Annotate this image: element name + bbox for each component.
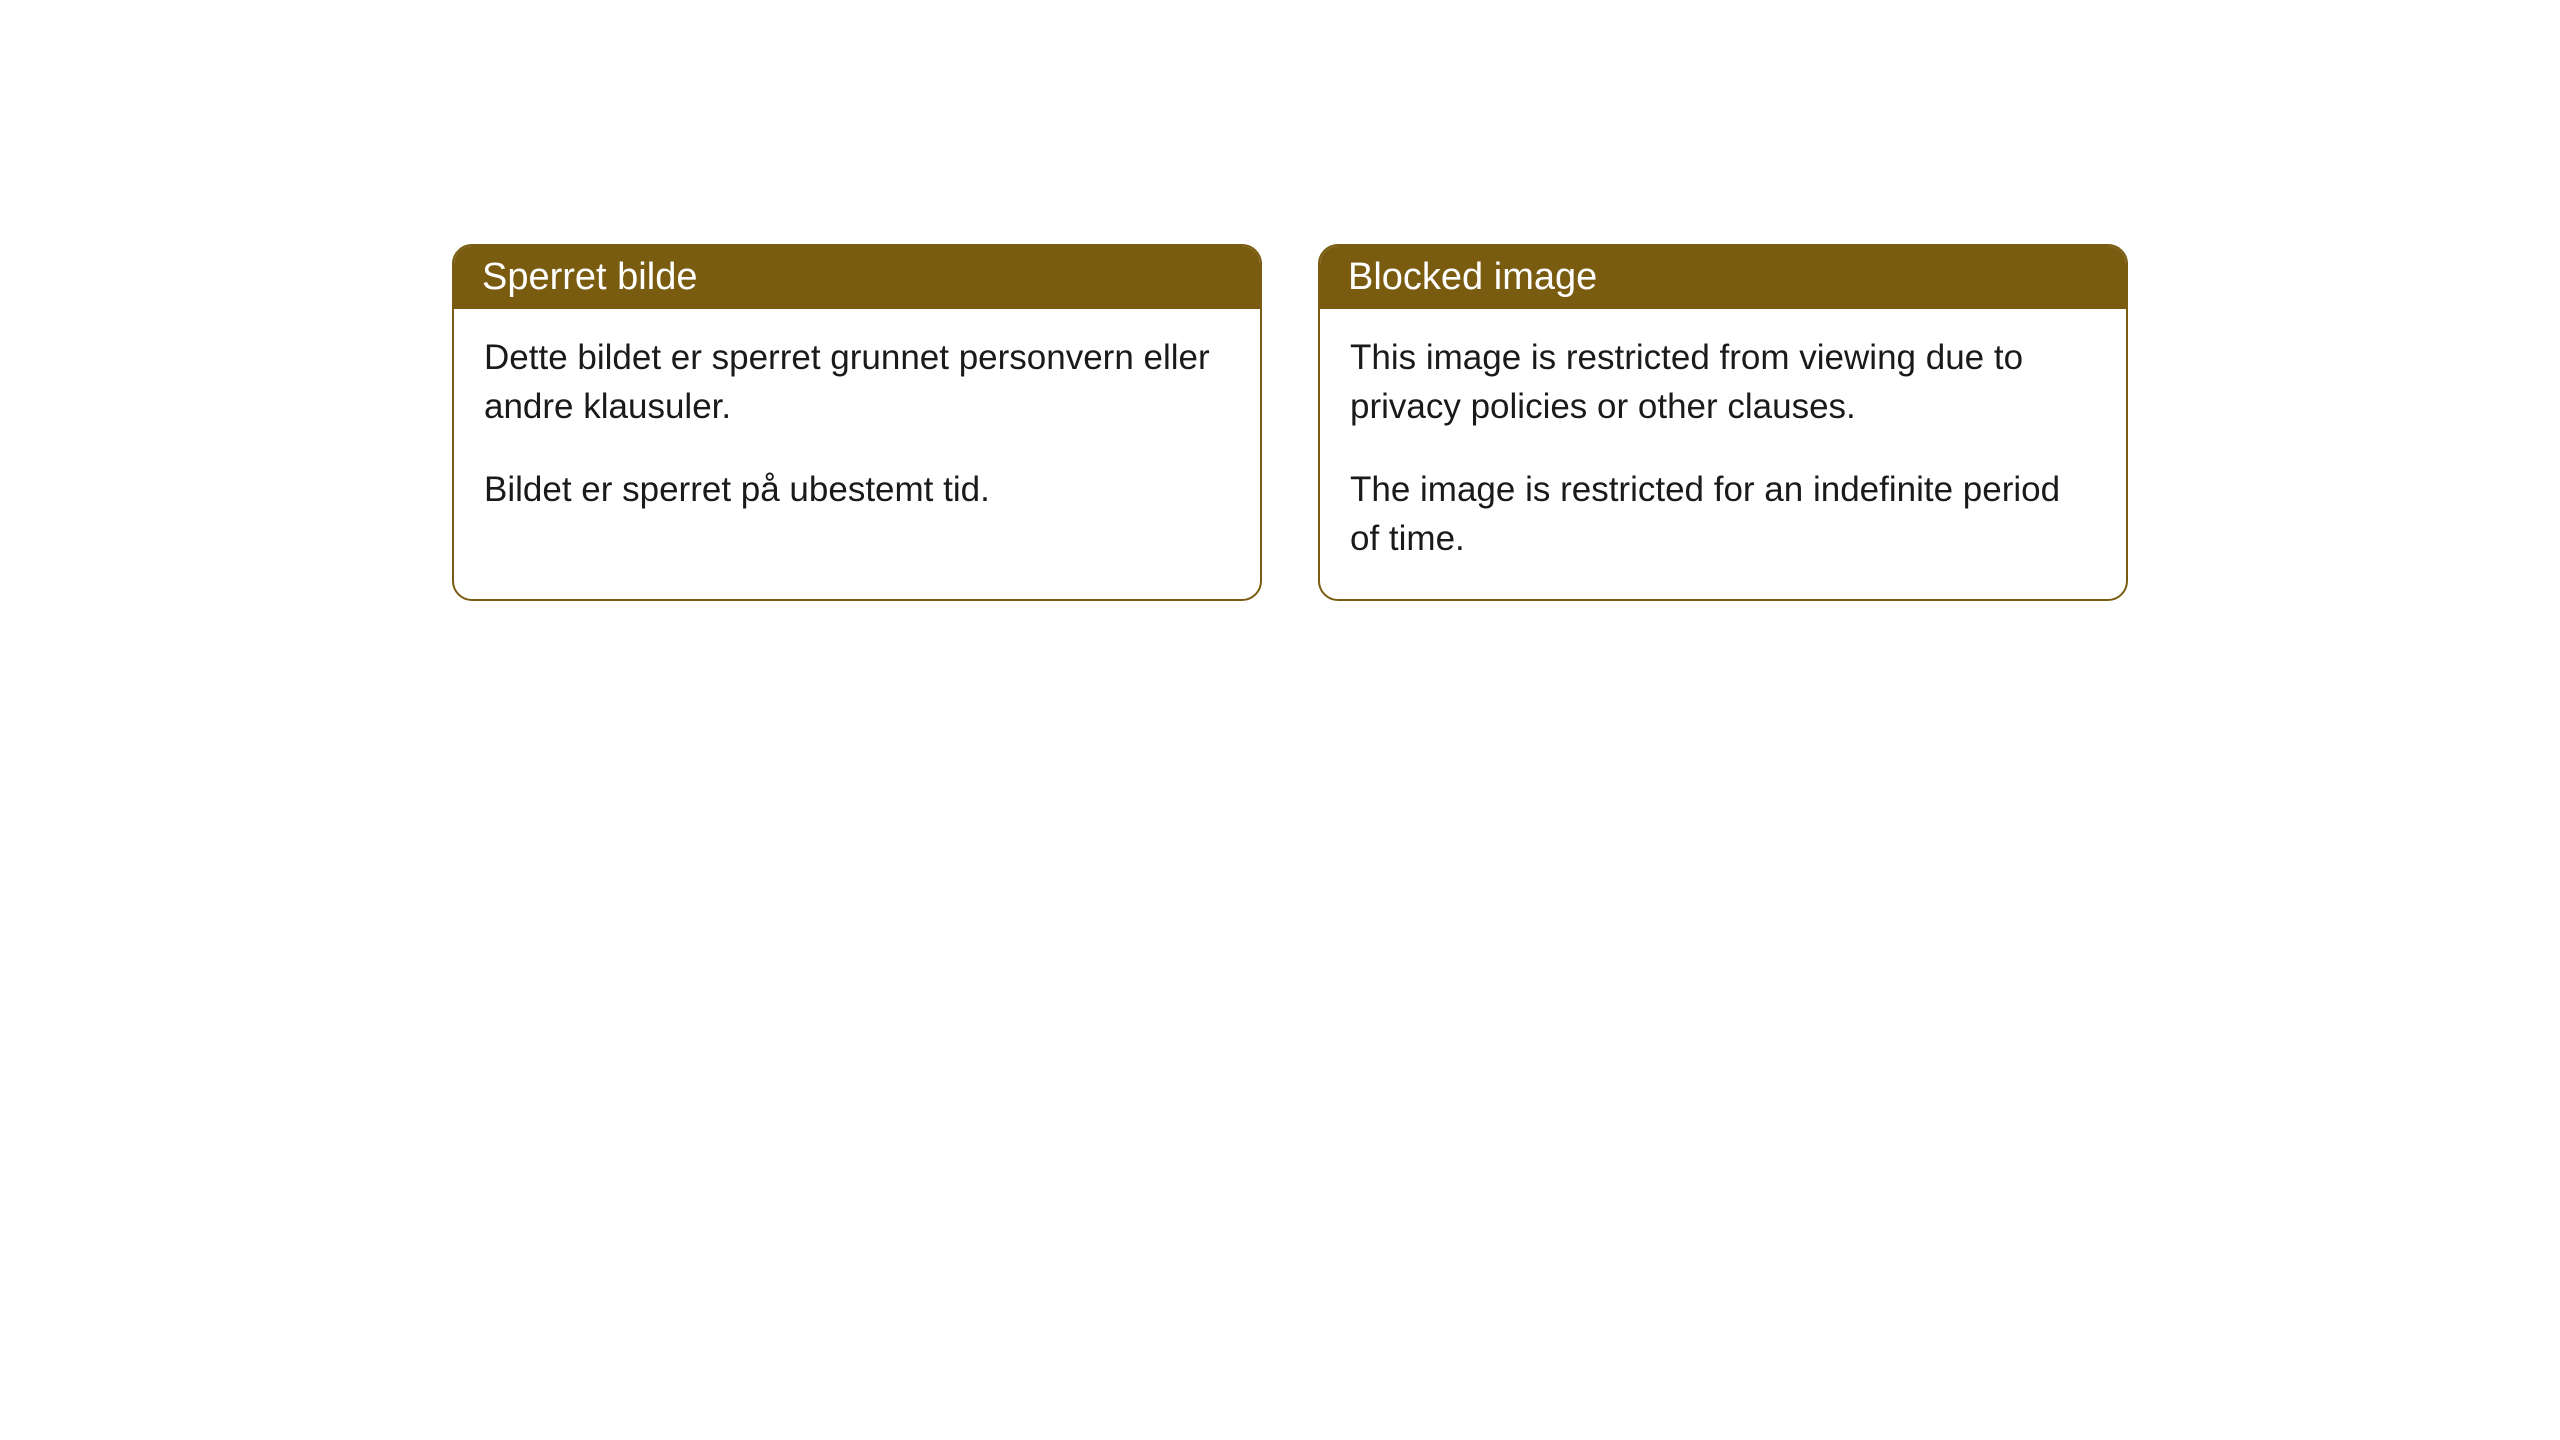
blocked-image-card-no: Sperret bilde Dette bildet er sperret gr… [452,244,1262,601]
card-paragraph: Dette bildet er sperret grunnet personve… [484,333,1230,431]
card-body: Dette bildet er sperret grunnet personve… [454,309,1260,550]
card-title: Blocked image [1320,246,2126,309]
card-title: Sperret bilde [454,246,1260,309]
blocked-image-card-en: Blocked image This image is restricted f… [1318,244,2128,601]
notice-container: Sperret bilde Dette bildet er sperret gr… [0,0,2560,601]
card-paragraph: The image is restricted for an indefinit… [1350,465,2096,563]
card-paragraph: Bildet er sperret på ubestemt tid. [484,465,1230,514]
card-body: This image is restricted from viewing du… [1320,309,2126,599]
card-paragraph: This image is restricted from viewing du… [1350,333,2096,431]
